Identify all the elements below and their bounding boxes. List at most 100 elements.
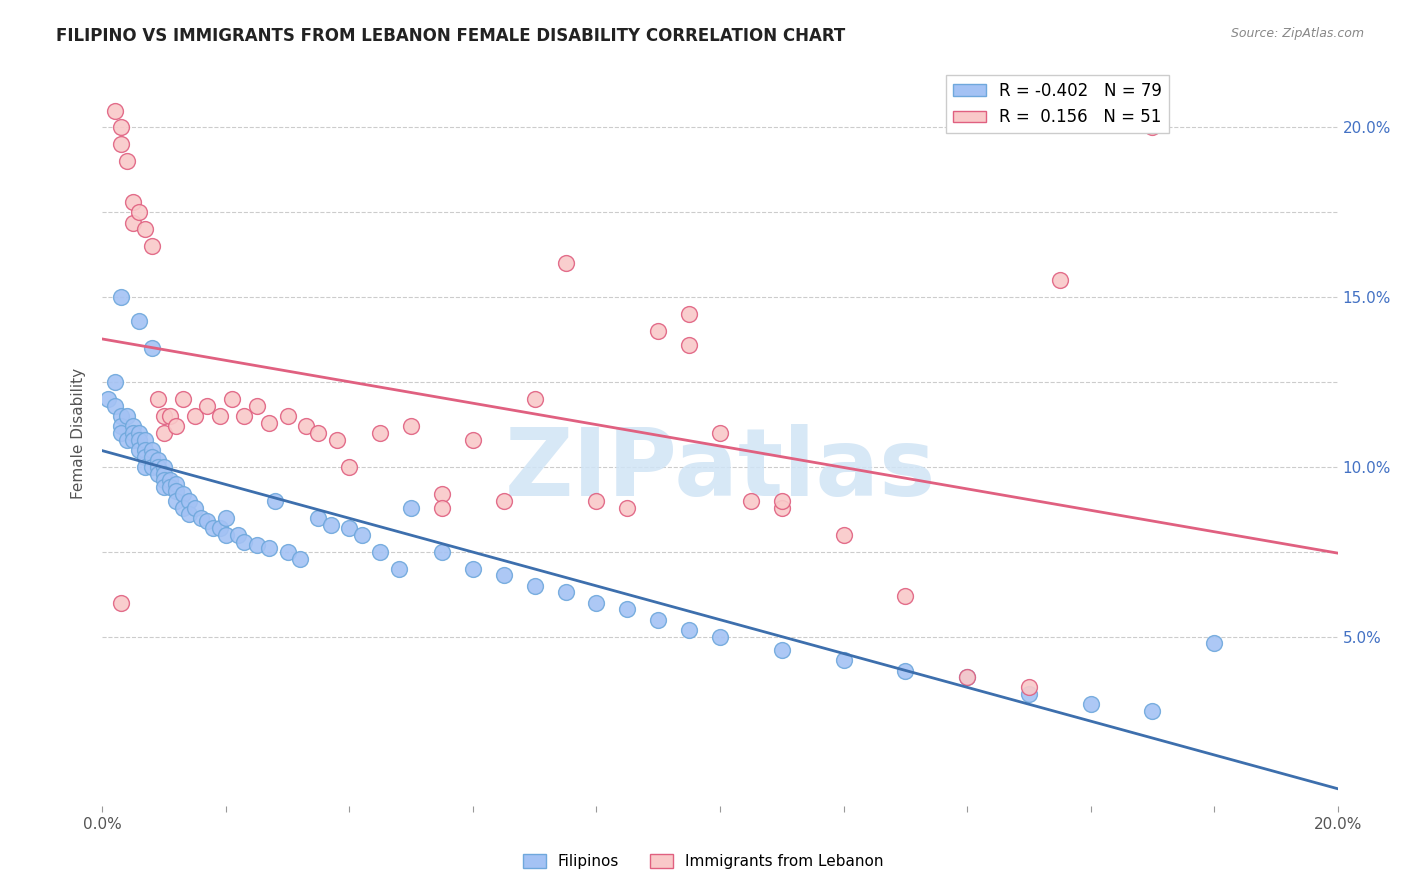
Point [288, 551, 311, 566]
Point [134, 433, 156, 447]
Y-axis label: Female Disability: Female Disability [72, 368, 86, 499]
Point [134, 459, 156, 474]
Point [246, 399, 269, 413]
Point [103, 399, 125, 413]
Point [337, 459, 360, 474]
Point [128, 433, 150, 447]
Text: Source: ZipAtlas.com: Source: ZipAtlas.com [1230, 27, 1364, 40]
Point [195, 514, 218, 528]
Point [153, 467, 176, 481]
Point [678, 307, 700, 321]
Point [554, 585, 576, 599]
Point [319, 517, 342, 532]
Point [128, 442, 150, 457]
Point [115, 154, 138, 169]
Point [128, 425, 150, 440]
Point [110, 409, 132, 423]
Legend: R = -0.402   N = 79, R =  0.156   N = 51: R = -0.402 N = 79, R = 0.156 N = 51 [946, 76, 1168, 133]
Legend: Filipinos, Immigrants from Lebanon: Filipinos, Immigrants from Lebanon [516, 848, 890, 875]
Point [956, 670, 979, 684]
Point [894, 664, 917, 678]
Point [709, 425, 731, 440]
Point [770, 643, 793, 657]
Point [894, 589, 917, 603]
Point [647, 613, 669, 627]
Point [202, 521, 225, 535]
Point [110, 120, 132, 135]
Point [141, 341, 163, 355]
Point [177, 493, 200, 508]
Point [1080, 698, 1102, 712]
Point [134, 222, 156, 236]
Point [233, 409, 256, 423]
Point [430, 545, 453, 559]
Point [832, 653, 855, 667]
Point [430, 500, 453, 515]
Point [1204, 636, 1226, 650]
Point [110, 596, 132, 610]
Point [159, 409, 181, 423]
Point [337, 521, 360, 535]
Point [307, 510, 329, 524]
Point [226, 528, 249, 542]
Point [146, 392, 169, 406]
Text: ZIPatlas: ZIPatlas [505, 425, 935, 516]
Point [215, 528, 238, 542]
Point [122, 433, 145, 447]
Point [492, 493, 515, 508]
Point [153, 480, 176, 494]
Point [184, 409, 207, 423]
Point [709, 630, 731, 644]
Point [257, 416, 280, 430]
Point [523, 392, 546, 406]
Point [122, 419, 145, 434]
Point [956, 670, 979, 684]
Point [215, 510, 238, 524]
Point [177, 508, 200, 522]
Point [141, 239, 163, 253]
Point [110, 137, 132, 152]
Point [122, 425, 145, 440]
Point [461, 433, 484, 447]
Point [172, 392, 194, 406]
Point [399, 500, 422, 515]
Point [616, 602, 638, 616]
Point [134, 442, 156, 457]
Point [159, 480, 181, 494]
Point [115, 433, 138, 447]
Point [1142, 120, 1164, 135]
Point [103, 375, 125, 389]
Point [208, 409, 231, 423]
Point [1018, 681, 1040, 695]
Point [190, 510, 212, 524]
Point [678, 623, 700, 637]
Point [184, 500, 207, 515]
Point [141, 450, 163, 464]
Point [195, 399, 218, 413]
Point [153, 409, 176, 423]
Point [165, 493, 187, 508]
Point [770, 500, 793, 515]
Point [368, 425, 391, 440]
Point [172, 487, 194, 501]
Point [97, 392, 120, 406]
Point [399, 419, 422, 434]
Point [295, 419, 318, 434]
Point [165, 476, 187, 491]
Point [165, 483, 187, 498]
Point [832, 528, 855, 542]
Point [1142, 704, 1164, 718]
Point [350, 528, 373, 542]
Point [110, 425, 132, 440]
Text: FILIPINO VS IMMIGRANTS FROM LEBANON FEMALE DISABILITY CORRELATION CHART: FILIPINO VS IMMIGRANTS FROM LEBANON FEMA… [56, 27, 845, 45]
Point [430, 487, 453, 501]
Point [246, 538, 269, 552]
Point [141, 442, 163, 457]
Point [208, 521, 231, 535]
Point [461, 562, 484, 576]
Point [277, 409, 299, 423]
Point [103, 103, 125, 118]
Point [110, 290, 132, 304]
Point [616, 500, 638, 515]
Point [122, 215, 145, 229]
